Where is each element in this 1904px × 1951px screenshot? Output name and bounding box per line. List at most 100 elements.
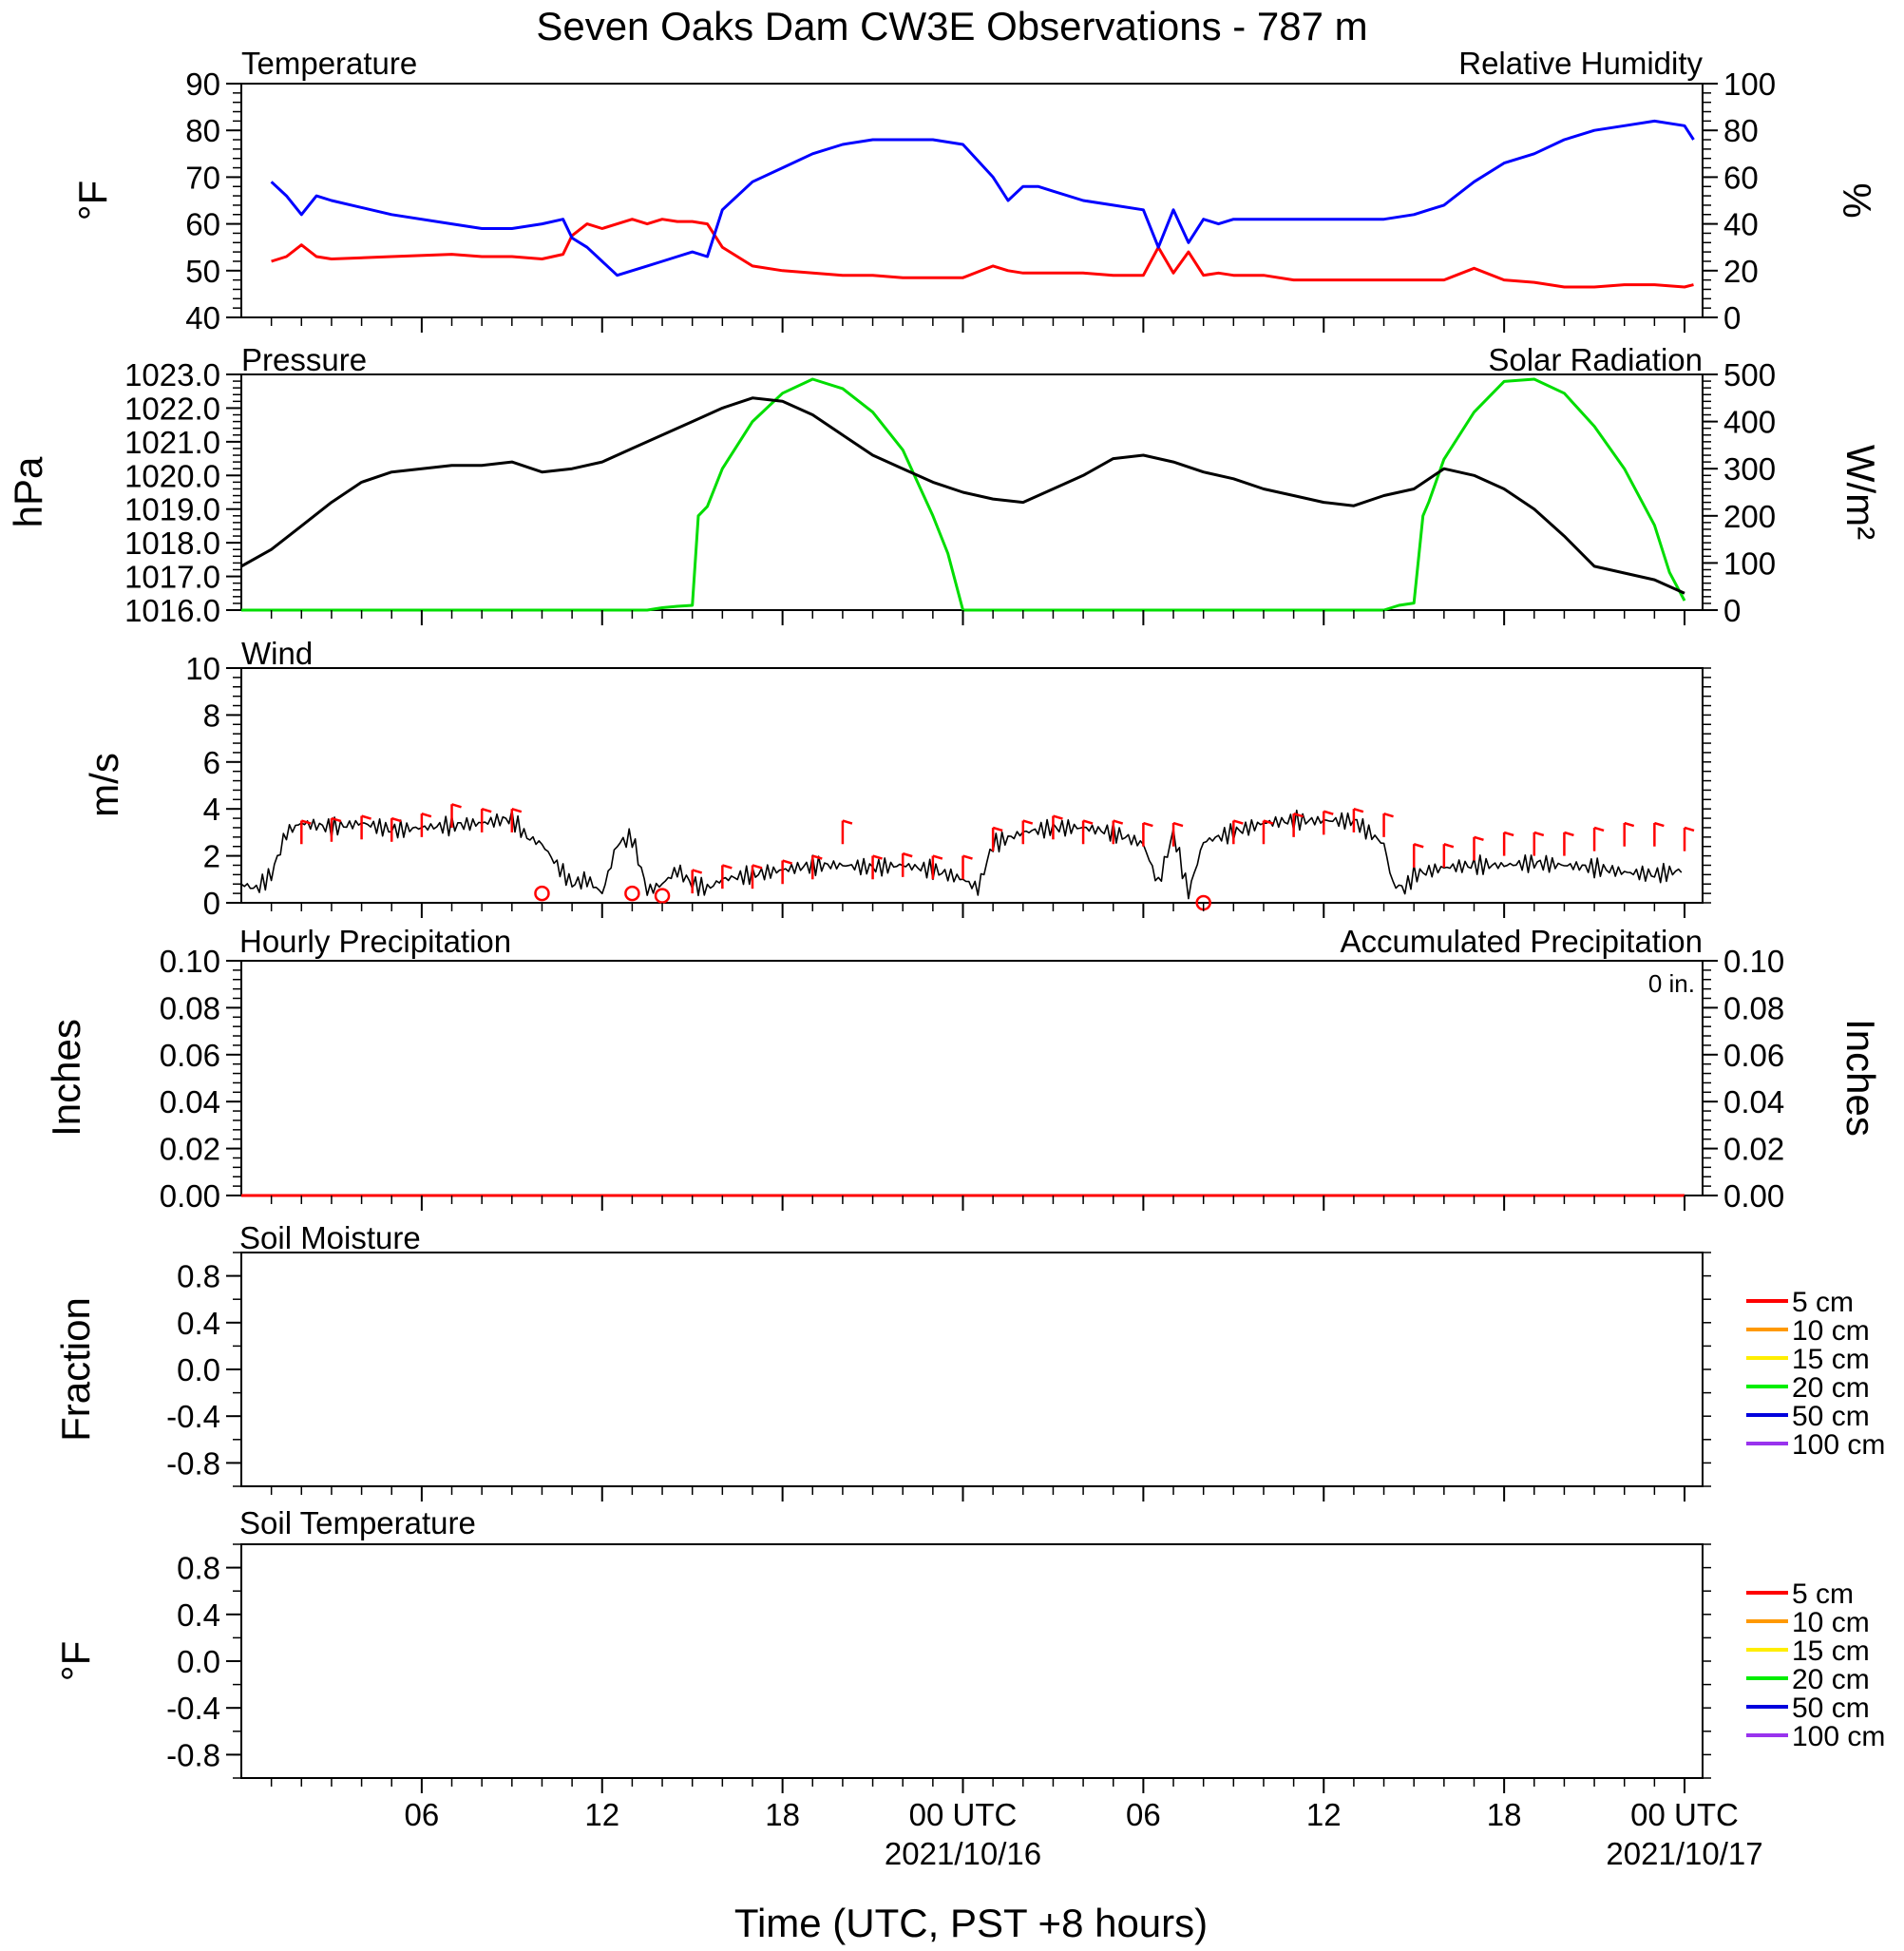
hourly-precip-tick-label: 0.00 (160, 1178, 220, 1214)
temperature-axis-label: °F (70, 181, 115, 220)
wind-axis-label: m/s (82, 753, 126, 817)
accum-precip-tick-label: 0.02 (1723, 1132, 1784, 1167)
wind-panel-title: Wind (241, 636, 313, 671)
solar-tick-label: 0 (1723, 593, 1741, 628)
solar-panel-title: Solar Radiation (1488, 342, 1703, 377)
wind-barb-flag (331, 816, 342, 823)
soil-moisture-tick-label: -0.4 (166, 1399, 220, 1434)
temperature-tick-label: 40 (185, 300, 220, 335)
pressure-tick-label: 1018.0 (124, 526, 220, 561)
wind-barb-flag (1503, 831, 1514, 837)
soil-temperature-tick-label: -0.4 (166, 1691, 220, 1726)
temperature-plot-frame (240, 83, 1704, 318)
precip-panel: Hourly Precipitation Accumulated Precipi… (44, 924, 1883, 1214)
wind-barb-flag (1654, 821, 1665, 828)
wind-barb-flag (1383, 812, 1394, 818)
soil-moisture-tick-label: -0.8 (166, 1445, 220, 1481)
time-axis: 06 12 18 00 UTC 2021/10/16 06 12 18 00 UTC 2021/1… (270, 317, 1763, 1871)
humidity-axis-ticks: 0 20 40 60 80 100 (1703, 67, 1776, 335)
wind-barb-flag (511, 808, 523, 813)
temperature-line (270, 119, 1695, 277)
wind-barb-flag (1443, 843, 1455, 849)
soil-temperature-legend-label: 10 cm (1792, 1607, 1870, 1638)
wind-barb-flag (1022, 819, 1034, 825)
wind-barb-flag (1113, 819, 1124, 825)
accum-precip-axis-ticks: 0.00 0.02 0.04 0.06 0.08 0.10 (1703, 944, 1784, 1214)
soil-moisture-tick-label: 0.8 (177, 1259, 220, 1294)
wind-barb-flag (842, 819, 853, 825)
solar-tick-label: 200 (1723, 499, 1776, 534)
soil-moisture-legend-label: 100 cm (1792, 1429, 1885, 1461)
wind-tick-label: 2 (203, 839, 220, 874)
wind-barb-flag (1624, 821, 1635, 828)
soil-moisture-legend-label: 5 cm (1792, 1287, 1854, 1318)
soil-moisture-legend-label: 50 cm (1792, 1401, 1870, 1432)
pressure-panel: Pressure Solar Radiation hPa W/m² 1016.0… (6, 342, 1883, 628)
humidity-tick-label: 0 (1723, 300, 1741, 335)
solar-axis-label: W/m² (1838, 445, 1883, 540)
time-tick-label: 18 (765, 1797, 800, 1832)
humidity-panel-title: Relative Humidity (1458, 46, 1703, 81)
soil-temperature-panel: Soil Temperature °F -0.8 -0.4 0.0 0.4 0.8 5 … (53, 1505, 1885, 1779)
wind-barb-flag (361, 814, 371, 820)
wind-barb-flag (481, 808, 492, 813)
calm-wind-marker (654, 888, 671, 904)
soil-temperature-axis-label: °F (53, 1641, 98, 1681)
soil-moisture-tick-label: 0.0 (177, 1352, 220, 1387)
soil-moisture-axis-ticks: -0.8 -0.4 0.0 0.4 0.8 (166, 1252, 1711, 1487)
wind-barb-flag (1172, 821, 1184, 828)
hourly-precip-tick-label: 0.06 (160, 1038, 220, 1073)
wind-barb-flag (1053, 814, 1063, 820)
calm-wind-marker (534, 885, 550, 902)
wind-barb-flag (451, 803, 462, 809)
wind-panel: Wind m/s 0 2 4 6 8 10 (82, 636, 1711, 921)
accum-precip-tick-label: 0.08 (1723, 990, 1784, 1025)
wind-barb-flag (1413, 843, 1424, 849)
wind-barb-flag (872, 854, 883, 860)
temperature-tick-label: 80 (185, 113, 220, 148)
humidity-tick-label: 40 (1723, 207, 1759, 242)
wind-barb-flag (902, 851, 913, 858)
wind-barb-flag (811, 854, 823, 860)
pressure-tick-label: 1020.0 (124, 458, 220, 493)
wind-axis-ticks: 0 2 4 6 8 10 (185, 651, 1711, 921)
accum-precip-tick-label: 0.06 (1723, 1038, 1784, 1073)
pressure-tick-label: 1022.0 (124, 391, 220, 426)
soil-temperature-tick-label: 0.0 (177, 1644, 220, 1679)
soil-moisture-panel: Soil Moisture Fraction -0.8 -0.4 0.0 0.4 0.8… (53, 1220, 1885, 1487)
wind-barb-flag (1323, 810, 1334, 815)
wind-barb-flag (1533, 831, 1545, 837)
calm-wind-marker (624, 885, 640, 902)
wind-tick-label: 8 (203, 698, 220, 733)
pressure-line (240, 396, 1685, 595)
solar-tick-label: 500 (1723, 357, 1776, 392)
pressure-tick-label: 1021.0 (124, 425, 220, 460)
humidity-tick-label: 60 (1723, 160, 1759, 195)
time-date-label: 2021/10/17 (1606, 1836, 1762, 1871)
pressure-tick-label: 1016.0 (124, 593, 220, 628)
soil-temperature-legend-label: 20 cm (1792, 1664, 1870, 1695)
wind-barb-flag (782, 859, 792, 865)
pressure-axis-ticks: 1016.01017.01018.01019.01020.01021.01022… (124, 357, 1711, 628)
soil-temperature-legend-label: 50 cm (1792, 1693, 1870, 1724)
temperature-axis-ticks: 40 50 60 70 80 90 (185, 67, 1711, 335)
temperature-panel: Temperature Relative Humidity °F % 40 50 6… (70, 46, 1879, 335)
hourly-precip-tick-label: 0.02 (160, 1132, 220, 1167)
wind-barb-flag (1564, 831, 1574, 837)
time-tick-label: 00 UTC (909, 1797, 1018, 1832)
soil-temperature-tick-label: 0.8 (177, 1551, 220, 1586)
wind-barb-flag (1263, 819, 1274, 825)
accum-precip-tick-label: 0.04 (1723, 1084, 1784, 1119)
wind-barb-flag (1474, 835, 1484, 842)
chart-title: Seven Oaks Dam CW3E Observations - 787 m (536, 4, 1367, 48)
time-tick-label: 12 (584, 1797, 619, 1832)
temperature-panel-title: Temperature (241, 46, 417, 81)
humidity-axis-label: % (1835, 182, 1879, 218)
solar-axis-label-text: W/m² (1838, 445, 1883, 540)
solar-axis-ticks: 0 100 200 300 400 500 (1703, 357, 1776, 628)
temperature-tick-label: 90 (185, 67, 220, 102)
humidity-line (271, 218, 1694, 289)
